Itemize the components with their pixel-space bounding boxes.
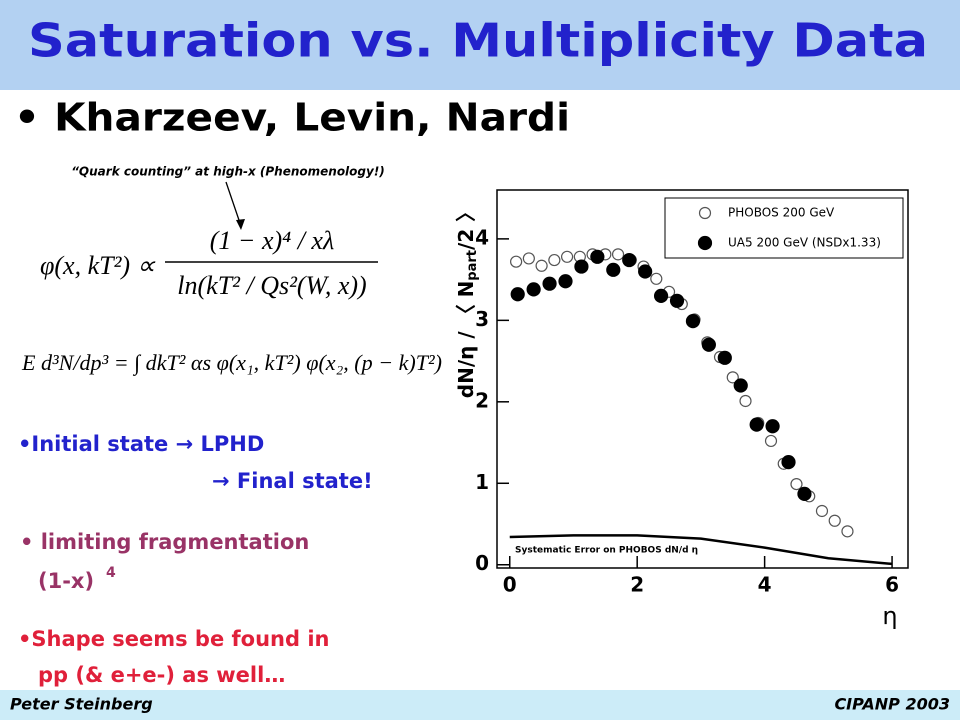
footer-left: Peter Steinberg <box>10 695 153 714</box>
y-axis-label-part: /2 〉 <box>454 202 478 250</box>
point <box>717 350 732 365</box>
y-axis-label-part: part <box>465 250 480 281</box>
chart: 0 1 2 3 4 0 2 4 6 dN/η / 〈 Npart/2 〉 Systematic Er… <box>454 197 904 597</box>
superscript: 4 <box>106 565 116 581</box>
title-band <box>0 0 960 90</box>
x-tick-label: 4 <box>758 573 772 597</box>
title: Saturation vs. Multiplicity Data <box>28 14 928 68</box>
systematic-error-label: Systematic Error on PHOBOS dN/d η <box>515 546 698 556</box>
systematic-error-line <box>509 534 893 566</box>
point <box>781 454 796 470</box>
point <box>510 287 525 302</box>
point <box>669 293 685 308</box>
legend-marker <box>698 206 712 220</box>
item: •Shape seems be found in <box>18 627 329 651</box>
legend-marker <box>697 235 713 251</box>
point <box>790 477 803 491</box>
y-tick-label: 2 <box>475 388 489 412</box>
point <box>574 259 589 274</box>
point <box>685 314 701 329</box>
point <box>765 419 780 434</box>
y-axis-label-part: dN/η / 〈 N <box>454 281 478 399</box>
y-tick-label: 4 <box>475 225 489 249</box>
point <box>542 276 557 291</box>
point <box>797 486 812 501</box>
point <box>638 264 653 279</box>
point <box>548 253 561 267</box>
note: “Quark counting” at high-x (Phenomenolog… <box>71 165 385 179</box>
arrow-head <box>236 219 245 230</box>
x-tick-label: 0 <box>503 573 517 597</box>
item: → Final state! <box>212 469 373 493</box>
x-axis-label: η <box>882 602 897 630</box>
footer-band <box>0 690 960 720</box>
point <box>522 252 535 265</box>
note-arrow <box>225 181 242 227</box>
item: (1-x) <box>38 569 94 593</box>
point <box>726 371 739 384</box>
item: pp (& e+e-) as well… <box>38 663 285 687</box>
bullet: • Kharzeev, Levin, Nardi <box>14 96 570 140</box>
legend-label: PHOBOS 200 GeV <box>728 206 835 220</box>
point <box>815 504 829 518</box>
point <box>558 274 573 289</box>
point <box>560 250 574 263</box>
x-tick-label: 2 <box>630 573 644 597</box>
y-axis-label: dN/η / 〈 Npart/2 〉 <box>454 202 480 398</box>
point <box>650 272 663 285</box>
point <box>590 249 605 264</box>
point <box>739 394 752 408</box>
point <box>701 337 716 352</box>
y-tick-label: 0 <box>475 551 489 575</box>
eq1-lhs: φ(x, kT²) ∝ <box>40 251 156 280</box>
point <box>622 252 637 268</box>
footer-right: CIPANP 2003 <box>834 695 950 714</box>
point <box>526 282 541 297</box>
legend-label: UA5 200 GeV (NSDx1.33) <box>728 236 881 250</box>
point <box>764 434 778 448</box>
point <box>510 255 523 268</box>
x-tick-label: 6 <box>885 573 899 597</box>
point <box>535 259 548 272</box>
point <box>828 514 841 527</box>
eq1-num: (1 − x)⁴ / xλ <box>210 226 334 255</box>
point <box>749 417 764 432</box>
point <box>653 288 669 304</box>
eq1-den: ln(kT² / Qs²(W, x)) <box>177 271 366 300</box>
point <box>611 248 625 261</box>
point <box>733 378 748 393</box>
y-tick-label: 1 <box>475 470 489 494</box>
y-tick-label: 3 <box>475 307 489 331</box>
point <box>606 262 621 277</box>
item: • limiting fragmentation <box>20 530 309 554</box>
point <box>841 525 854 538</box>
eq2: E d³N/dp³ = ∫ dkT² αs φ(x₁, kT²) φ(x₂, (… <box>21 350 442 376</box>
item: •Initial state → LPHD <box>18 432 264 456</box>
